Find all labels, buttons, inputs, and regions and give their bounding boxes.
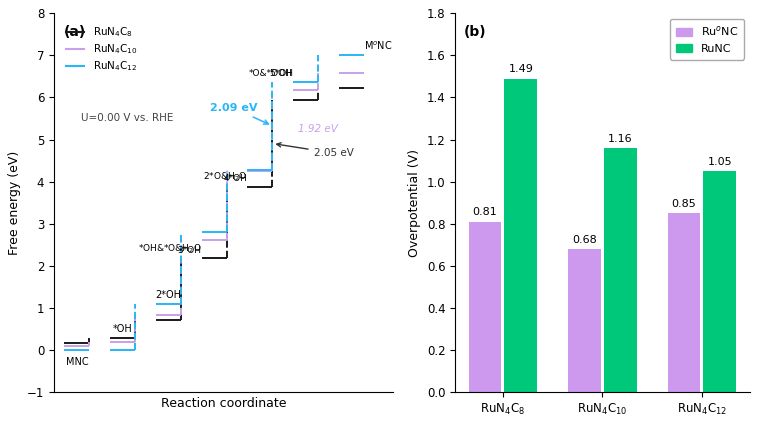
- Text: 3*OH: 3*OH: [177, 235, 202, 255]
- Text: 1.49: 1.49: [509, 64, 534, 74]
- Y-axis label: Free energy (eV): Free energy (eV): [8, 150, 21, 255]
- Y-axis label: Overpotential (V): Overpotential (V): [409, 149, 421, 257]
- Text: 0.85: 0.85: [672, 199, 697, 209]
- Bar: [703, 171, 736, 392]
- Text: (a): (a): [64, 25, 86, 39]
- Text: 2.05 eV: 2.05 eV: [277, 143, 353, 158]
- Text: M$^o$NC: M$^o$NC: [364, 40, 393, 52]
- Text: 4*OH: 4*OH: [223, 164, 247, 183]
- Bar: [468, 221, 502, 392]
- Text: 5*OH: 5*OH: [269, 58, 293, 78]
- Legend: RuN$_4$C$_8$, RuN$_4$C$_{10}$, RuN$_4$C$_{12}$: RuN$_4$C$_8$, RuN$_4$C$_{10}$, RuN$_4$C$…: [63, 23, 140, 76]
- Text: MNC: MNC: [65, 357, 88, 367]
- Bar: [505, 79, 537, 392]
- Bar: [568, 249, 601, 392]
- Text: 2.09 eV: 2.09 eV: [210, 103, 268, 124]
- Text: 0.81: 0.81: [473, 207, 497, 217]
- Text: U=0.00 V vs. RHE: U=0.00 V vs. RHE: [81, 113, 174, 124]
- Text: 1.16: 1.16: [608, 134, 633, 144]
- Text: 1.05: 1.05: [707, 157, 732, 167]
- Text: (b): (b): [464, 25, 487, 39]
- X-axis label: Reaction coordinate: Reaction coordinate: [161, 397, 286, 411]
- Text: 2*OH: 2*OH: [155, 290, 181, 300]
- Text: 2*O&H$_2$O: 2*O&H$_2$O: [203, 171, 247, 183]
- Text: 1.92 eV: 1.92 eV: [298, 124, 337, 133]
- Bar: [604, 148, 637, 392]
- Text: *O&*OOH: *O&*OOH: [249, 69, 293, 78]
- Legend: Ru$^o$NC, RuNC: Ru$^o$NC, RuNC: [670, 19, 744, 60]
- Text: *OH: *OH: [113, 324, 133, 334]
- Text: 0.68: 0.68: [572, 235, 597, 245]
- Bar: [668, 213, 700, 392]
- Text: *OH&*O&H$_2$O: *OH&*O&H$_2$O: [138, 242, 202, 255]
